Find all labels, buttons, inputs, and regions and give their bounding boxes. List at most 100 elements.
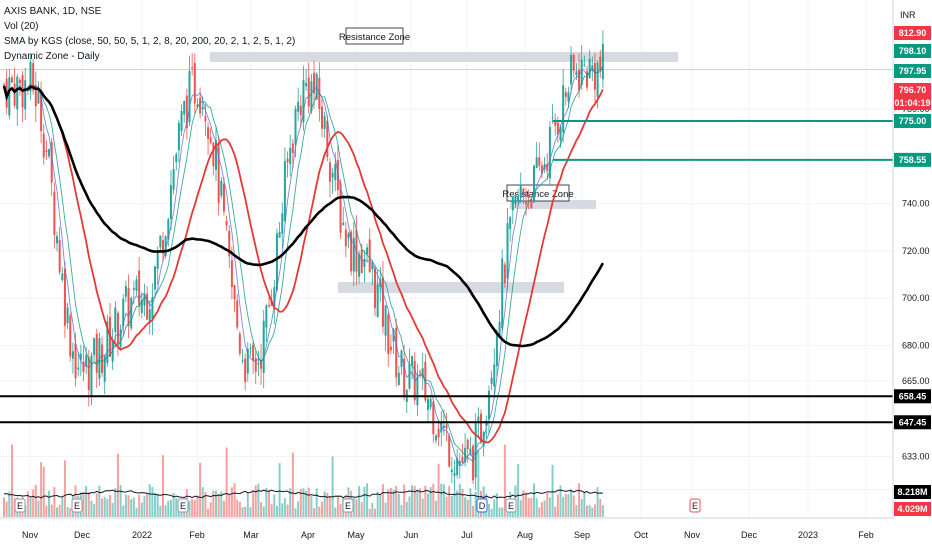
y-tick-label: 633.00 xyxy=(902,451,930,461)
candle-body xyxy=(151,297,154,319)
horizontal-levels: 775.00 758.55 658.45 647.45 xyxy=(0,69,931,430)
y-tick-label: 700.00 xyxy=(902,293,930,303)
candle-body xyxy=(119,329,122,348)
volume-bar xyxy=(260,502,263,517)
x-tick-label: Sep xyxy=(574,530,590,540)
volume-bar xyxy=(466,499,469,517)
volume-bar xyxy=(191,499,194,517)
x-tick-label: 2023 xyxy=(798,530,818,540)
candle-body xyxy=(63,268,66,326)
volume-bar xyxy=(32,489,35,517)
volume-bar xyxy=(374,508,376,517)
volume-bar xyxy=(450,496,453,517)
x-tick-label: Mar xyxy=(243,530,259,540)
volume-bar xyxy=(442,484,445,517)
candle-body xyxy=(387,314,390,354)
volume-bar xyxy=(61,496,64,517)
candle-body xyxy=(384,305,387,336)
volume-bar xyxy=(124,494,127,517)
dividend-marker-label: D xyxy=(479,501,486,511)
volume-bar xyxy=(204,491,207,517)
candle-body xyxy=(503,264,506,284)
candle-body xyxy=(466,439,469,450)
candle-body xyxy=(228,230,231,257)
volume-bar xyxy=(588,505,591,517)
volume-bar xyxy=(408,496,411,517)
ma-teal-line xyxy=(3,66,604,462)
volume-bar xyxy=(416,490,419,517)
volume-bar xyxy=(572,495,575,517)
volume-bar xyxy=(156,493,159,517)
event-markers: E E E E E ED xyxy=(14,498,701,513)
candle-body xyxy=(32,63,35,91)
volume-bar xyxy=(551,464,554,517)
volume-bar xyxy=(328,497,331,517)
x-tick-label: Aug xyxy=(517,530,533,540)
candle-body xyxy=(450,469,453,473)
volume-bar xyxy=(540,502,543,517)
candle-body xyxy=(53,191,56,235)
candle-body xyxy=(572,54,575,71)
volume-bar xyxy=(175,498,178,517)
candle-body xyxy=(252,344,255,361)
candle-body xyxy=(535,157,538,169)
volume-bar xyxy=(114,488,117,517)
volume-bar xyxy=(236,499,239,517)
volume-bar xyxy=(593,504,596,517)
candle-body xyxy=(61,273,64,281)
candle-body xyxy=(352,237,355,272)
candle-body xyxy=(204,116,207,122)
candle-body xyxy=(66,307,69,324)
volume-bar xyxy=(493,499,496,517)
candle-body xyxy=(275,233,278,290)
volume-bar xyxy=(559,485,562,517)
candle-body xyxy=(522,188,525,193)
volume-bar xyxy=(138,494,141,517)
candle-body xyxy=(519,184,522,199)
candle-body xyxy=(101,344,104,373)
y-tick-label: 680.00 xyxy=(902,340,930,350)
volume-bar xyxy=(69,508,72,517)
candle-body xyxy=(564,92,567,97)
candle-body xyxy=(95,333,98,373)
earnings-marker xyxy=(505,498,517,513)
volume-bar xyxy=(517,464,520,517)
volume-bar xyxy=(40,462,43,517)
time-axis: Nov Dec 2022 Feb Mar Apr May Jun Jul Aug Sep Oct Nov… xyxy=(0,517,893,540)
candle-body xyxy=(172,169,175,190)
resistance-label-mid: Resistance Zone xyxy=(502,189,573,200)
volume-bar xyxy=(241,507,244,517)
chart-legend: AXIS BANK, 1D, NSE Vol (20) SMA by KGS (… xyxy=(4,4,295,64)
volume-bar xyxy=(323,491,326,517)
candle-body xyxy=(326,120,329,158)
volume-bar xyxy=(313,508,316,517)
volume-bar xyxy=(87,491,90,517)
volume-bar xyxy=(339,503,342,517)
volume-bar xyxy=(371,502,374,517)
volume-bar xyxy=(207,508,210,517)
volume-bar xyxy=(85,486,88,517)
volume-bar xyxy=(230,487,233,517)
volume-bar xyxy=(538,507,541,517)
candle-body xyxy=(601,44,604,80)
candle-body xyxy=(169,185,172,219)
candle-body xyxy=(199,97,202,114)
candle-body xyxy=(3,84,5,87)
candle-body xyxy=(432,401,435,435)
candle-body xyxy=(437,428,440,438)
volume-bar xyxy=(106,498,109,517)
volume-bar xyxy=(167,500,170,517)
volume-bar xyxy=(318,506,321,517)
volume-bar xyxy=(522,490,525,517)
candle-body xyxy=(307,77,310,107)
candle-body xyxy=(79,353,82,360)
volume-bar xyxy=(599,498,602,517)
candle-body xyxy=(559,126,562,141)
candle-body xyxy=(458,460,461,466)
volume-bar xyxy=(10,444,13,517)
volume-bar xyxy=(453,491,456,517)
level-price-label: 647.45 xyxy=(899,417,927,427)
candle-body xyxy=(533,165,535,203)
candle-body xyxy=(85,355,88,367)
